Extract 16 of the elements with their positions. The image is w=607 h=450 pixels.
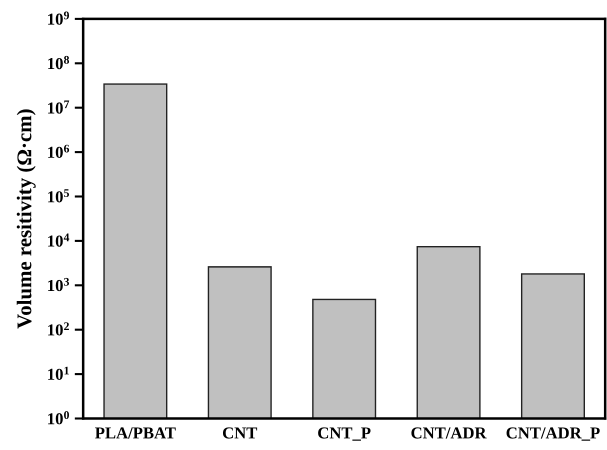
x-tick-label: CNT_P xyxy=(318,427,371,441)
x-tick-label: CNT xyxy=(222,427,258,439)
x-tick-label: CNT/ADR xyxy=(411,427,487,439)
y-tick-label: 10$^{8}$ xyxy=(48,56,70,70)
x-tick-label: PLA/PBAT xyxy=(95,427,176,439)
y-axis-title: Volume resitivity (Ω·cm) xyxy=(16,109,36,329)
y-tick-label: 10$^{3}$ xyxy=(48,278,70,292)
y-tick-label: 10$^{5}$ xyxy=(48,189,70,202)
y-tick-label: 10$^{0}$ xyxy=(48,411,69,424)
y-tick-label: 10$^{2}$ xyxy=(48,322,69,336)
y-tick-label: 10$^{7}$ xyxy=(48,100,70,114)
y-tick-label: 10$^{4}$ xyxy=(48,234,70,247)
y-tick-label: 10$^{9}$ xyxy=(48,12,70,25)
x-tick-label: CNT/ADR_P xyxy=(506,427,600,441)
y-tick-label: 10$^{1}$ xyxy=(48,366,69,380)
y-tick-label: 10$^{6}$ xyxy=(48,144,70,158)
